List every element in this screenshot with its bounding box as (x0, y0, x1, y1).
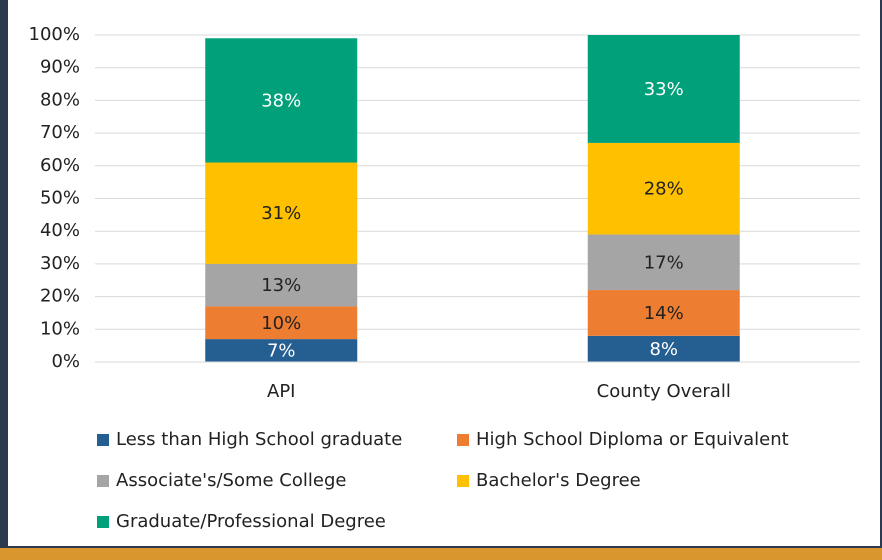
bar-segment (205, 38, 358, 163)
data-label: 28% (644, 179, 684, 200)
y-tick-label: 100% (29, 24, 80, 45)
legend-marker (97, 434, 109, 446)
y-tick-label: 0% (51, 351, 80, 372)
y-tick-label: 80% (40, 89, 80, 110)
y-tick-label: 40% (40, 220, 80, 241)
x-tick-label: County Overall (597, 381, 731, 402)
data-label: 38% (261, 90, 301, 111)
bar-segment (205, 306, 358, 340)
data-label: 10% (261, 313, 301, 334)
bar-segment (205, 162, 358, 264)
bar-segment (587, 290, 740, 336)
legend-marker (457, 475, 469, 487)
legend-marker (97, 516, 109, 528)
legend-label: Less than High School graduate (116, 429, 402, 450)
y-tick-label: 20% (40, 286, 80, 307)
legend-label: Bachelor's Degree (476, 470, 641, 491)
legend-marker (97, 475, 109, 487)
y-tick-label: 70% (40, 122, 80, 143)
y-tick-label: 30% (40, 253, 80, 274)
y-tick-label: 60% (40, 155, 80, 176)
data-label: 8% (649, 339, 678, 360)
data-label: 33% (644, 79, 684, 100)
plot-background (8, 0, 880, 546)
data-label: 31% (261, 203, 301, 224)
data-label: 13% (261, 275, 301, 296)
bar-segment (587, 35, 740, 143)
legend-label: Graduate/Professional Degree (116, 511, 386, 532)
bar-segment (587, 234, 740, 291)
data-label: 17% (644, 252, 684, 273)
x-tick-label: API (267, 381, 295, 402)
y-tick-label: 90% (40, 57, 80, 78)
footer-strip (0, 548, 882, 560)
data-label: 14% (644, 303, 684, 324)
legend-label: Associate's/Some College (116, 470, 346, 491)
bar-segment (205, 263, 358, 307)
y-tick-label: 50% (40, 188, 80, 209)
data-label: 7% (267, 341, 296, 362)
bar-segment (205, 339, 358, 362)
y-tick-label: 10% (40, 318, 80, 339)
legend-label: High School Diploma or Equivalent (476, 429, 789, 450)
legend-marker (457, 434, 469, 446)
bar-segment (587, 335, 740, 362)
bar-segment (587, 142, 740, 235)
